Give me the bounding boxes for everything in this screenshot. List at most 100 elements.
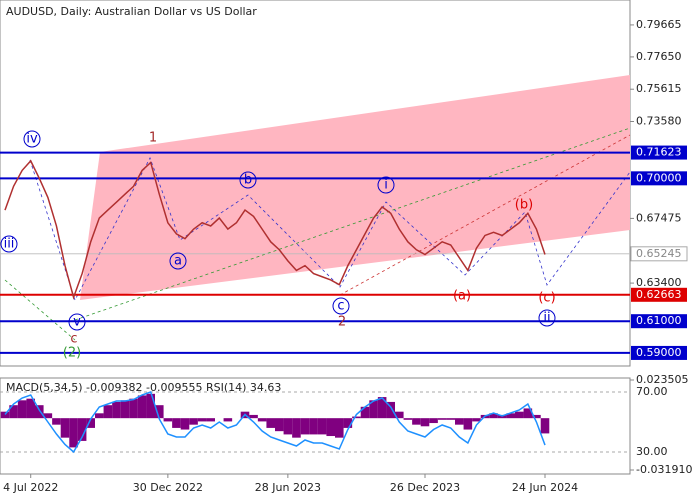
macd-bar [60, 418, 70, 438]
macd-bar [206, 418, 215, 422]
wave-label: 1 [149, 131, 157, 146]
wave-label: v [73, 315, 81, 330]
macd-bar [360, 406, 370, 419]
macd-bar [540, 418, 550, 434]
wave-label: b [244, 173, 252, 188]
macd-bar [403, 418, 413, 420]
y-tick-label: 0.73580 [636, 115, 682, 128]
wave-label: (2) [63, 346, 81, 361]
last-price-box [630, 246, 688, 262]
wave-circle [23, 130, 41, 148]
y-tick-label: 0.75615 [636, 82, 682, 95]
macd-bar [103, 405, 113, 419]
y-tick-label: -0.031910 [636, 463, 692, 476]
wave-label: i [384, 178, 388, 193]
macd-bar [95, 413, 104, 419]
macd-bar [472, 418, 481, 422]
macd-bar [300, 418, 310, 435]
rsi-line [4, 391, 546, 454]
macd-bar [283, 418, 293, 435]
wave-label: c [70, 332, 77, 347]
macd-bar [120, 400, 130, 419]
y-tick-label: 0.79665 [636, 18, 682, 31]
wave-label: iv [26, 132, 38, 147]
indicator-title: MACD(5,34,5) -0.009382 -0.009555 RSI(14)… [6, 381, 281, 394]
level-label: 0.70000 [636, 171, 682, 184]
y-tick-label: 0.67475 [636, 211, 682, 224]
level-label-box [631, 287, 687, 302]
macd-bar [429, 418, 438, 424]
wave-lines [4, 127, 631, 341]
macd-bar [275, 418, 284, 432]
macd-bar [69, 418, 78, 448]
wave-circle [377, 176, 395, 194]
macd-bar [523, 408, 533, 419]
macd-bar [163, 418, 173, 422]
wave-circle [68, 313, 86, 331]
macd-bar [532, 414, 541, 419]
wave-label: c [337, 299, 344, 314]
macd-bar [17, 400, 27, 419]
wave-circle [239, 171, 257, 189]
macd-bar [52, 418, 61, 425]
macd-bar [352, 416, 361, 419]
level-label-box [631, 145, 687, 160]
macd-bar [35, 405, 44, 419]
macd-bar [180, 418, 190, 430]
x-tick-label: 4 Jul 2022 [3, 481, 58, 494]
macd-bar [489, 413, 498, 419]
macd-bar [420, 418, 430, 427]
macd-bar [455, 418, 464, 425]
macd-bar [257, 418, 267, 422]
macd-bar [86, 418, 95, 428]
price-line [4, 159, 546, 300]
channel [80, 75, 630, 300]
x-tick-label: 26 Dec 2023 [390, 481, 460, 494]
last-price-label: 0.65245 [636, 247, 682, 260]
macd-bar [369, 400, 378, 419]
macd-bar [335, 418, 344, 438]
wave-circle [538, 309, 556, 327]
wave-circle [0, 235, 18, 253]
macd-bar [309, 418, 318, 435]
macd-bar [146, 393, 155, 419]
macd-bar [77, 418, 87, 441]
macd-bar [9, 405, 18, 419]
macd-bar [249, 414, 258, 419]
macd-bar [395, 411, 404, 419]
macd-bar [223, 418, 233, 422]
wave-circle [332, 297, 350, 315]
macd-bar [137, 395, 147, 419]
macd-bar [412, 418, 421, 425]
macd-bar [326, 418, 335, 437]
y2-tick-label: 30.00 [636, 445, 668, 458]
wave-label: ii [543, 311, 550, 326]
level-label-box [631, 345, 687, 360]
macd-bar [189, 418, 198, 425]
x-tick-label: 24 Jun 2024 [512, 481, 578, 494]
macd-bar [292, 418, 301, 438]
macd-bar [197, 418, 207, 422]
macd-bar [463, 418, 473, 430]
level-label: 0.61000 [636, 314, 682, 327]
macd-bar [155, 405, 164, 419]
wave-label: 2 [338, 315, 346, 330]
macd-bar [43, 413, 53, 419]
level-label: 0.71623 [636, 146, 682, 159]
y-tick-label: 0.023505 [636, 373, 689, 386]
macd-bar [446, 418, 455, 420]
wave-label: iii [4, 237, 15, 252]
y-tick-label: 0.77650 [636, 50, 682, 63]
macd-bar [515, 411, 524, 419]
wave-label: a [174, 254, 182, 269]
level-label: 0.62663 [636, 288, 682, 301]
macd-bar [172, 418, 181, 428]
macd-bar [437, 418, 447, 420]
level-label-box [631, 314, 687, 329]
macd-bar [112, 401, 121, 419]
macd-bar [317, 418, 327, 435]
macd-bar [506, 413, 515, 419]
macd-bar [343, 418, 353, 428]
chart-title: AUDUSD, Daily: Australian Dollar vs US D… [6, 5, 257, 18]
